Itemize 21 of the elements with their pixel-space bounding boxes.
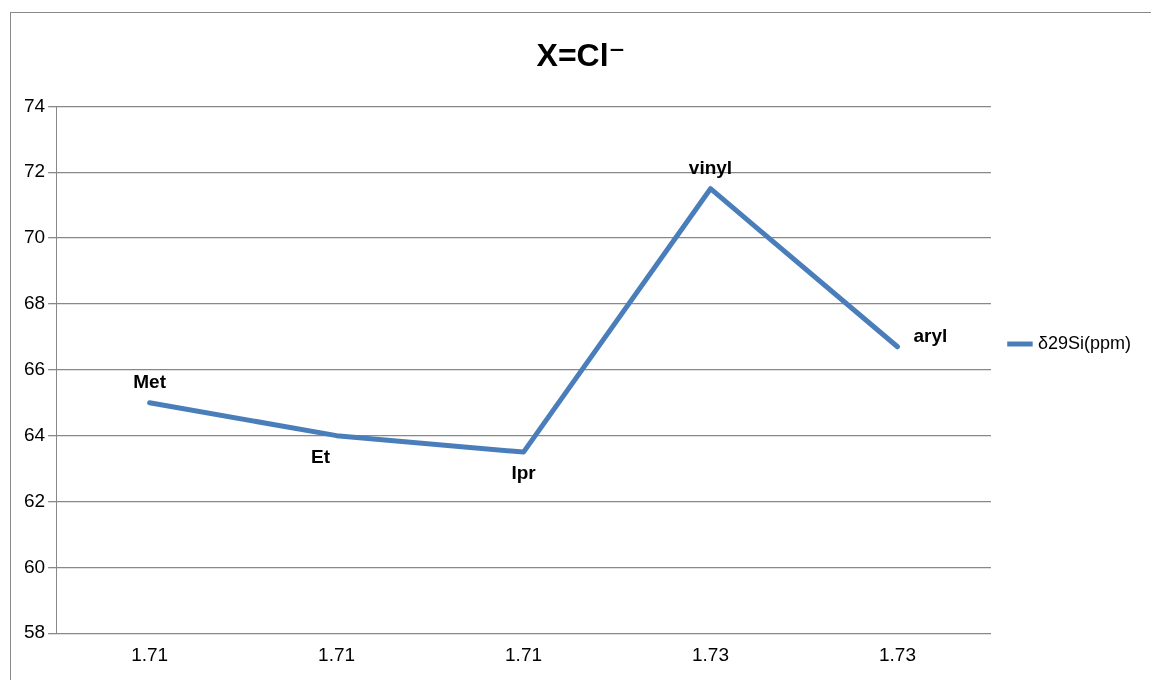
- x-tick-label: 1.73: [692, 643, 729, 665]
- y-tick-label: 70: [23, 226, 46, 248]
- x-tick-label: 1.71: [131, 643, 169, 665]
- legend-label: δ29Si(ppm): [1037, 332, 1132, 353]
- y-tick-label: 60: [23, 555, 46, 577]
- chart-title: X=Cl⁻: [536, 37, 626, 74]
- x-tick-label: 1.71: [505, 643, 543, 665]
- x-tick-label: 1.71: [318, 643, 356, 665]
- data-label: Et: [311, 445, 331, 467]
- y-tick-label: 64: [23, 423, 46, 445]
- y-tick-label: 68: [23, 292, 46, 314]
- data-label: vinyl: [688, 156, 733, 178]
- y-tick-label: 58: [23, 621, 46, 643]
- y-tick-label: 66: [23, 358, 46, 380]
- data-label: Met: [133, 370, 167, 392]
- y-tick-label: 72: [23, 160, 46, 182]
- x-tick-label: 1.73: [878, 643, 916, 665]
- y-tick-label: 74: [23, 94, 46, 116]
- data-label: Ipr: [511, 462, 537, 484]
- y-tick-label: 62: [23, 489, 46, 511]
- data-label: aryl: [913, 324, 948, 346]
